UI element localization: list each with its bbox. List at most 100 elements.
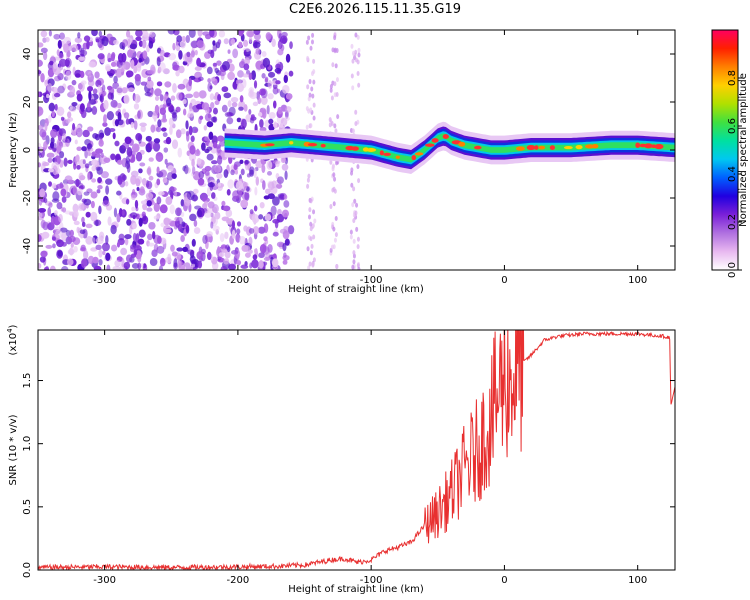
heatmap-y-axis-label: Frequency (Hz) bbox=[8, 112, 19, 188]
heatmap-noise-cell bbox=[137, 110, 141, 119]
heatmap-noise-cell bbox=[267, 80, 273, 89]
heatmap-noise-cell bbox=[107, 57, 112, 63]
heatmap-noise-cell bbox=[42, 51, 48, 61]
heatmap-noise-cell bbox=[38, 106, 44, 116]
heatmap-noise-cell bbox=[38, 70, 42, 75]
heatmap-noise-cell bbox=[236, 228, 241, 235]
heatmap-noise-cell bbox=[52, 165, 58, 176]
ridge-peak bbox=[538, 145, 546, 150]
heatmap-noise-cell bbox=[139, 122, 147, 127]
heatmap-noise-cell bbox=[65, 70, 72, 81]
heatmap-noise-cell bbox=[91, 106, 98, 115]
heatmap-noise-cell bbox=[216, 60, 222, 66]
heatmap-noise-cell bbox=[135, 133, 143, 141]
heatmap-noise-cell bbox=[130, 121, 135, 128]
heatmap-noise-cell bbox=[82, 129, 90, 138]
heatmap-noise-cell bbox=[181, 35, 186, 43]
heatmap-noise-cell bbox=[167, 165, 174, 172]
heatmap-noise-cell bbox=[48, 30, 52, 37]
heatmap-noise-cell bbox=[272, 86, 279, 95]
heatmap-noise-cell bbox=[182, 98, 187, 105]
heatmap-noise-cell bbox=[171, 251, 178, 257]
heatmap-noise-cell bbox=[160, 222, 165, 228]
ridge-peak bbox=[414, 152, 424, 156]
heatmap-noise-cell bbox=[246, 173, 251, 178]
heatmap-noise-cell bbox=[333, 81, 337, 87]
heatmap-noise-cell bbox=[103, 114, 107, 124]
heatmap-noise-cell bbox=[91, 237, 96, 245]
heatmap-noise-cell bbox=[182, 246, 189, 253]
ridge-peak bbox=[411, 155, 417, 161]
heatmap-noise-cell bbox=[357, 47, 361, 53]
ridge-outer bbox=[224, 126, 675, 170]
heatmap-noise-cell bbox=[123, 94, 130, 104]
heatmap-noise-cell bbox=[170, 244, 175, 252]
heatmap-noise-cell bbox=[116, 102, 122, 109]
heatmap-noise-cell bbox=[65, 118, 71, 124]
heatmap-noise-cell bbox=[227, 49, 231, 54]
heatmap-noise-cell bbox=[39, 188, 46, 198]
heatmap-noise-cell bbox=[104, 127, 111, 136]
heatmap-noise-cell bbox=[176, 247, 184, 252]
heatmap-noise-cell bbox=[93, 265, 102, 270]
heatmap-noise-cell bbox=[38, 162, 41, 168]
heatmap-noise-cell bbox=[70, 242, 74, 248]
heatmap-noise-cell bbox=[236, 260, 242, 266]
heatmap-noise-cell bbox=[333, 237, 337, 243]
ridge-peak bbox=[591, 143, 599, 149]
ridge-peak bbox=[425, 143, 435, 147]
heatmap-noise-cell bbox=[180, 211, 185, 217]
heatmap-noise-cell bbox=[176, 216, 184, 225]
heatmap-noise-cell bbox=[199, 115, 204, 120]
heatmap-noise-cell bbox=[212, 142, 218, 149]
heatmap-noise-cell bbox=[189, 213, 197, 222]
heatmap-noise-cell bbox=[218, 141, 226, 147]
heatmap-noise-cell bbox=[312, 257, 316, 263]
heatmap-noise-cell bbox=[76, 164, 81, 170]
heatmap-noise-cell bbox=[127, 49, 133, 58]
heatmap-noise-cell bbox=[176, 92, 183, 101]
heatmap-noise-cell bbox=[130, 244, 137, 250]
heatmap-noise-cell bbox=[90, 211, 98, 222]
heatmap-noise-cell bbox=[53, 33, 61, 40]
heatmap-noise-cell bbox=[66, 50, 71, 58]
heatmap-noise-cell bbox=[118, 233, 125, 241]
heatmap-noise-cell bbox=[283, 194, 288, 200]
heatmap-noise-cell bbox=[231, 250, 239, 255]
heatmap-noise-cell bbox=[253, 30, 261, 35]
heatmap-noise-cell bbox=[48, 102, 56, 112]
heatmap-noise-cell bbox=[188, 108, 195, 118]
heatmap-noise-cell bbox=[231, 101, 238, 108]
heatmap-noise-cell bbox=[117, 111, 122, 122]
heatmap-noise-cell bbox=[95, 236, 104, 245]
heatmap-noise-cell bbox=[251, 70, 256, 81]
heatmap-noise-cell bbox=[239, 60, 245, 67]
heatmap-noise-cell bbox=[351, 50, 355, 56]
ridge-peak bbox=[379, 150, 384, 156]
heatmap-noise-cell bbox=[267, 71, 276, 78]
heatmap-noise-cell bbox=[97, 176, 102, 184]
heatmap-noise-cell bbox=[194, 128, 198, 133]
heatmap-noise-cell bbox=[71, 102, 78, 107]
heatmap-noise-cell bbox=[223, 38, 229, 45]
heatmap-noise-cell bbox=[310, 86, 314, 92]
heatmap-noise-cell bbox=[156, 56, 161, 67]
heatmap-noise-cell bbox=[122, 39, 128, 47]
heatmap-noise-cell bbox=[178, 65, 185, 74]
heatmap-noise-cell bbox=[156, 245, 165, 254]
heatmap-noise-cell bbox=[39, 256, 46, 263]
heatmap-noise-cell bbox=[354, 109, 358, 115]
heatmap-noise-cell bbox=[335, 92, 339, 98]
heatmap-noise-cell bbox=[271, 38, 276, 48]
heatmap-noise-cell bbox=[243, 39, 249, 47]
heatmap-noise-cell bbox=[51, 236, 56, 241]
heatmap-noise-cell bbox=[188, 152, 197, 162]
heatmap-noise-cell bbox=[180, 128, 186, 135]
heatmap-noise-cell bbox=[159, 107, 167, 116]
heatmap-noise-cell bbox=[166, 171, 174, 181]
heatmap-noise-cell bbox=[77, 82, 83, 90]
heatmap-noise-cell bbox=[69, 247, 74, 256]
heatmap-noise-cell bbox=[222, 205, 231, 212]
heatmap-noise-cell bbox=[227, 71, 235, 81]
heatmap-noise-cell bbox=[106, 110, 115, 121]
